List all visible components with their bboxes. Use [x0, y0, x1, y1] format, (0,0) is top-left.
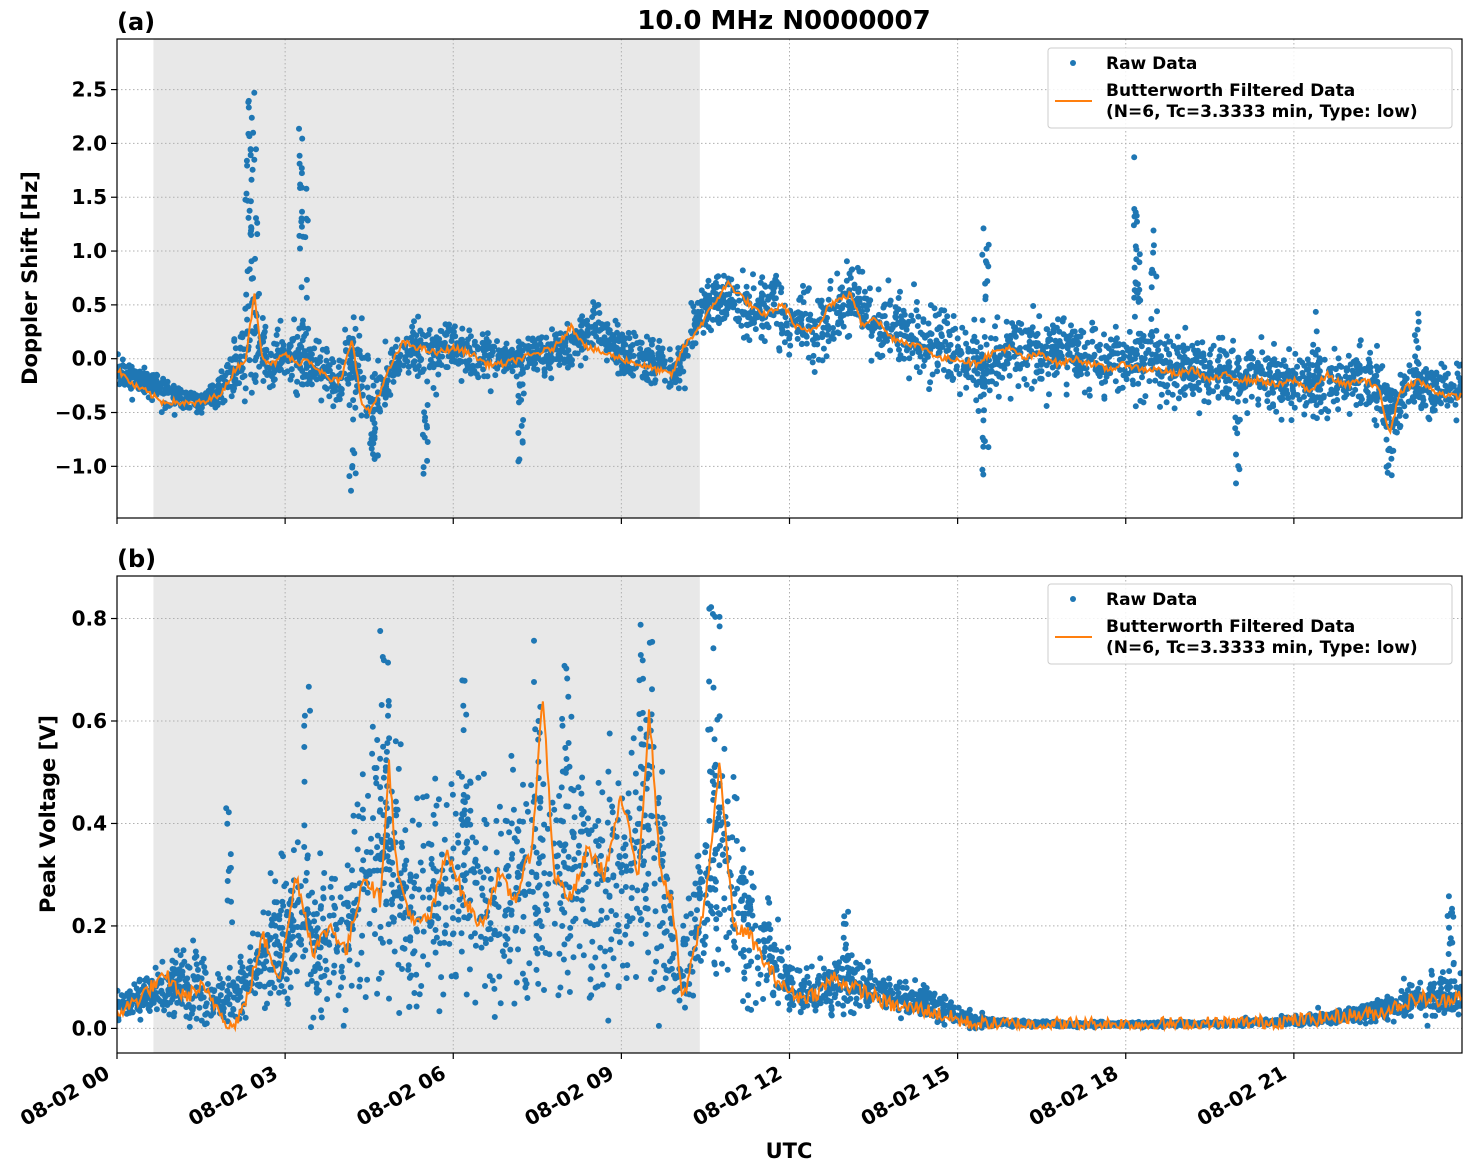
panel-a-y-ticks: −1.0 −0.5 0.0 0.5 1.0 1.5 2.0 2.5 [55, 78, 117, 478]
y-tick-label: 1.5 [72, 185, 107, 209]
x-tick-label: 08-02 00 [16, 1061, 114, 1131]
panel-a: (a) −1.0 −0.5 0.0 0.5 1.0 1.5 2.0 2.5 Doppler S… [18, 8, 1463, 524]
y-tick-label: 0.8 [72, 607, 107, 631]
y-tick-label: 0.4 [72, 811, 107, 835]
panel-b-y-ticks: 0.0 0.2 0.4 0.6 0.8 [72, 607, 117, 1040]
y-tick-label: 0.0 [72, 1016, 107, 1040]
y-tick-label: 0.5 [72, 293, 107, 317]
panel-a-shaded-span [153, 39, 700, 518]
y-tick-label: −1.0 [55, 454, 107, 478]
chart-title: 10.0 MHz N0000007 [637, 6, 930, 36]
x-tick-label: 08-02 15 [857, 1061, 955, 1131]
legend-a-raw-label: Raw Data [1106, 54, 1197, 74]
legend-a-raw-marker [1070, 60, 1076, 66]
panel-a-label: (a) [117, 8, 155, 36]
x-tick-label: 08-02 18 [1025, 1061, 1123, 1131]
legend-b-raw-label: Raw Data [1106, 590, 1197, 610]
x-tick-label: 08-02 21 [1193, 1061, 1291, 1131]
y-tick-label: 0.0 [72, 347, 107, 371]
panel-a-ylabel: Doppler Shift [Hz] [18, 171, 42, 385]
panel-a-legend: Raw Data Butterworth Filtered Data (N=6, … [1047, 47, 1453, 129]
x-tick-label: 08-02 03 [184, 1061, 282, 1131]
y-tick-label: 2.5 [72, 78, 107, 102]
x-tick-label: 08-02 12 [688, 1061, 786, 1131]
y-tick-label: 0.6 [72, 709, 107, 733]
panel-b-ylabel: Peak Voltage [V] [36, 715, 60, 913]
legend-b-raw-marker [1070, 596, 1076, 602]
panel-b-label: (b) [117, 545, 156, 573]
panel-a-filtered-line [117, 279, 1462, 435]
x-tick-label: 08-02 06 [352, 1061, 450, 1131]
raw-data-points [117, 604, 1462, 1032]
y-tick-label: 0.2 [72, 914, 107, 938]
panel-b: (b) 0.00.20.40.60.8 08-02 00 08-02 03 08-0… [16, 545, 1463, 1163]
legend-a-filtered-label: Butterworth Filtered Data (N=6, Tc=3.3333… [1106, 81, 1418, 122]
panel-b-x-ticks: 08-02 00 08-02 03 08-02 06 08-02 09 08-02 12… [16, 1053, 1295, 1131]
panel-b-filtered-line [117, 701, 1462, 1033]
x-tick-label: 08-02 09 [520, 1061, 618, 1131]
y-tick-label: −0.5 [55, 401, 107, 425]
y-tick-label: 2.0 [72, 131, 107, 155]
y-tick-label: 1.0 [72, 239, 107, 263]
panel-b-raw-points [117, 604, 1462, 1032]
legend-b-filtered-label: Butterworth Filtered Data (N=6, Tc=3.3333… [1106, 617, 1418, 658]
panel-a-x-ticks [116, 518, 1295, 524]
panel-b-legend: Raw Data Butterworth Filtered Data (N=6, … [1047, 583, 1453, 665]
x-axis-label: UTC [766, 1139, 813, 1163]
